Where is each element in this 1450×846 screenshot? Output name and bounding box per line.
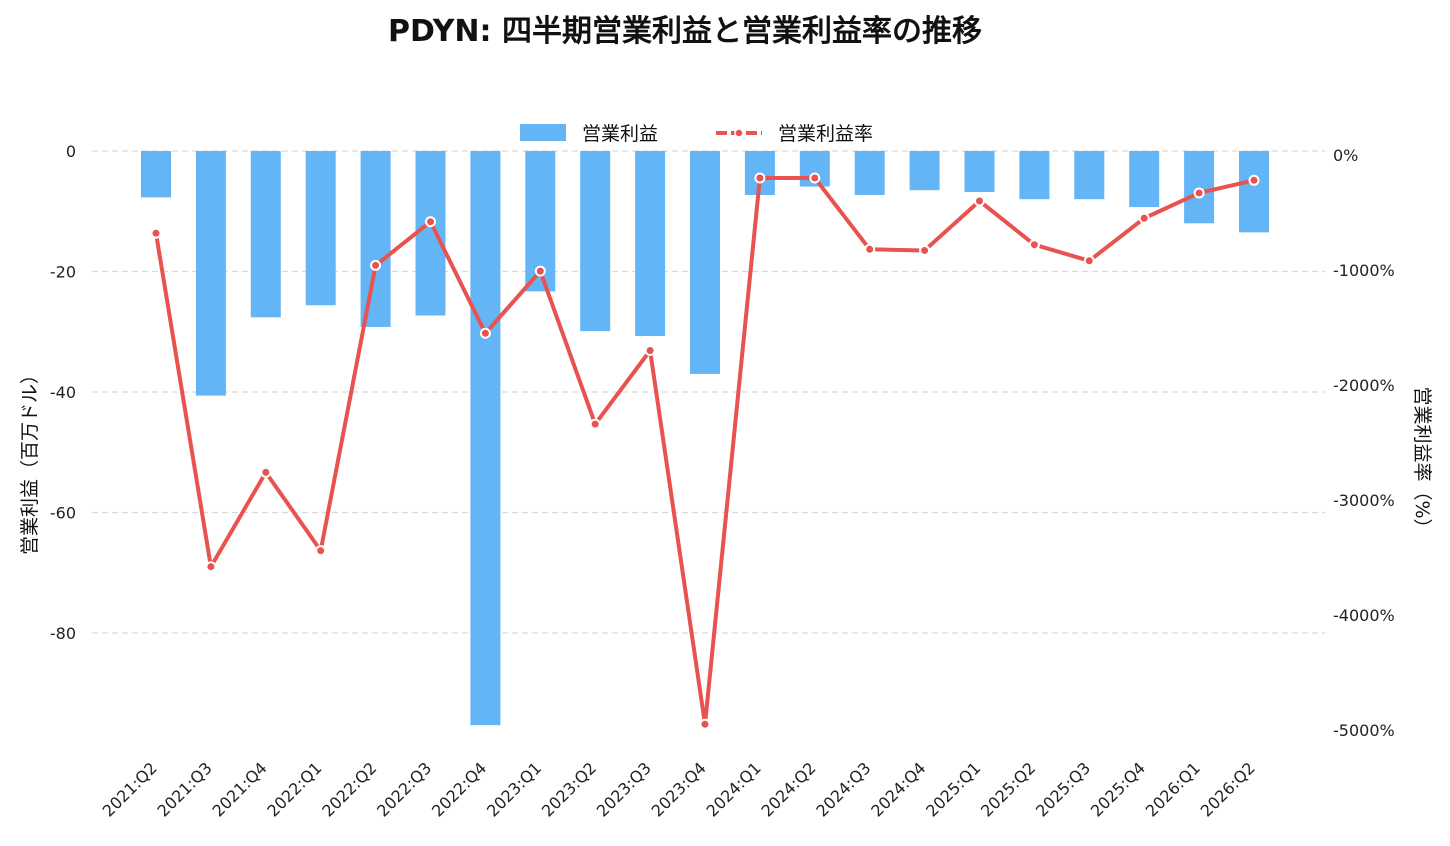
x-tick-label: 2021:Q4 (208, 758, 270, 820)
right-tick-label: -1000% (1333, 261, 1395, 280)
left-axis-title: 営業利益（百万ドル） (19, 365, 41, 555)
legend-swatch-marker (734, 128, 744, 138)
x-tick-label: 2025:Q2 (977, 758, 1039, 820)
x-tick-label: 2022:Q4 (428, 758, 490, 820)
bar (690, 151, 720, 374)
margin-point (479, 327, 491, 339)
x-tick-label: 2025:Q4 (1087, 758, 1149, 820)
bar (1129, 151, 1160, 208)
margin-point (699, 718, 711, 730)
x-tick-label: 2024:Q1 (703, 758, 765, 820)
bar (1074, 151, 1105, 200)
left-tick-label: -20 (50, 263, 76, 282)
bar (964, 151, 995, 192)
margin-point (1248, 174, 1260, 186)
margin-point (534, 265, 546, 277)
x-tick-label: 2025:Q3 (1032, 758, 1094, 820)
x-tick-label: 2021:Q3 (154, 758, 216, 820)
bar (580, 151, 611, 332)
x-tick-label: 2024:Q2 (757, 758, 819, 820)
left-tick-label: 0 (66, 142, 76, 161)
legend-label-bar: 営業利益 (582, 123, 658, 145)
margin-point (1083, 255, 1095, 267)
bar (360, 151, 391, 327)
margin-point (864, 243, 876, 255)
margin-point (644, 345, 656, 356)
bar (1184, 151, 1215, 224)
x-tick-label: 2021:Q2 (99, 758, 161, 820)
right-tick-label: -5000% (1333, 721, 1395, 740)
x-axis: 2021:Q22021:Q32021:Q42022:Q12022:Q22022:… (99, 758, 1259, 820)
margin-point (425, 216, 436, 228)
x-tick-label: 2023:Q2 (538, 758, 600, 820)
x-tick-label: 2023:Q4 (648, 758, 710, 820)
margin-point (974, 195, 985, 207)
right-tick-label: -2000% (1333, 376, 1395, 395)
margin-point (370, 259, 382, 271)
bar (195, 151, 226, 396)
right-axis: 0% -1000% -2000% -3000% -4000% -5000% (1333, 146, 1395, 740)
left-tick-label: -60 (50, 504, 76, 523)
margin-point (260, 466, 272, 478)
margin-point (754, 172, 766, 184)
x-tick-label: 2023:Q3 (593, 758, 655, 820)
x-tick-label: 2026:Q2 (1197, 758, 1259, 820)
right-tick-label: 0% (1333, 146, 1358, 165)
bar (470, 151, 501, 726)
legend: 営業利益 営業利益率 (520, 123, 873, 145)
x-tick-label: 2023:Q1 (483, 758, 545, 820)
margin-point (1138, 212, 1150, 224)
x-tick-label: 2024:Q4 (867, 758, 929, 820)
bar (635, 151, 666, 336)
bar (854, 151, 885, 195)
left-tick-label: -40 (50, 383, 76, 402)
x-tick-label: 2025:Q1 (922, 758, 984, 820)
bar (141, 151, 171, 198)
gridlines (92, 150, 1325, 634)
left-tick-label: -80 (50, 624, 76, 643)
left-axis: 0 -20 -40 -60 -80 (50, 142, 76, 643)
x-tick-label: 2022:Q2 (318, 758, 380, 820)
bar-series (141, 151, 1269, 726)
margin-point (919, 244, 931, 256)
right-tick-label: -4000% (1333, 606, 1395, 625)
right-tick-label: -3000% (1333, 491, 1395, 510)
x-tick-label: 2022:Q3 (373, 758, 435, 820)
x-tick-label: 2022:Q1 (263, 758, 325, 820)
margin-point (205, 561, 217, 573)
bar (1239, 151, 1269, 233)
bar (305, 151, 336, 306)
chart-title: PDYN: 四半期営業利益と営業利益率の推移 (388, 14, 982, 49)
x-tick-label: 2026:Q1 (1142, 758, 1204, 820)
margin-point (589, 418, 601, 430)
margin-point (315, 545, 327, 557)
right-axis-title: 営業利益率（%） (1411, 386, 1433, 537)
x-tick-label: 2024:Q3 (812, 758, 874, 820)
bar (250, 151, 281, 318)
margin-point (1028, 239, 1040, 251)
bar (415, 151, 446, 316)
margin-point (150, 227, 162, 239)
legend-swatch-bar (520, 124, 566, 141)
margin-point (1193, 187, 1205, 199)
bar (909, 151, 940, 191)
line-series (150, 172, 1260, 730)
legend-label-line: 営業利益率 (778, 123, 873, 145)
bar (1019, 151, 1050, 200)
margin-point (809, 172, 821, 184)
